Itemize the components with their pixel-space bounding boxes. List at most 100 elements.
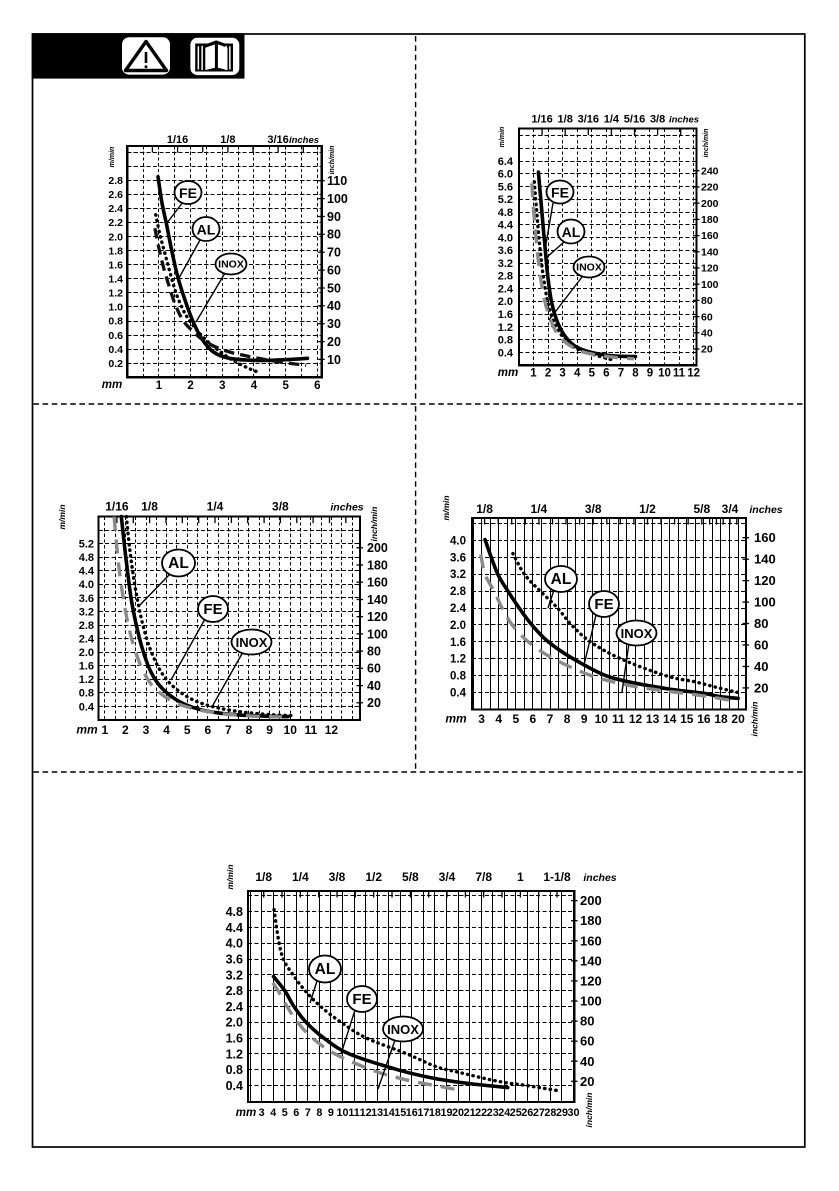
svg-text:INOX: INOX [218, 259, 244, 271]
svg-text:80: 80 [701, 295, 713, 307]
svg-text:50: 50 [327, 281, 341, 295]
svg-text:4.8: 4.8 [79, 552, 94, 564]
svg-text:2.0: 2.0 [450, 620, 466, 632]
svg-text:20: 20 [327, 335, 341, 349]
svg-text:29: 29 [556, 1107, 568, 1119]
svg-text:7: 7 [225, 723, 232, 737]
svg-text:80: 80 [754, 616, 768, 631]
svg-text:m/min: m/min [109, 147, 116, 168]
svg-text:10: 10 [327, 353, 341, 367]
svg-text:11: 11 [348, 1107, 359, 1119]
svg-text:1.6: 1.6 [79, 661, 94, 673]
svg-text:4: 4 [251, 380, 258, 392]
svg-text:0.2: 0.2 [108, 358, 123, 370]
svg-text:3: 3 [143, 723, 150, 737]
svg-text:60: 60 [701, 311, 713, 323]
svg-text:90: 90 [327, 210, 341, 224]
svg-text:1: 1 [101, 723, 108, 737]
svg-text:12: 12 [325, 723, 339, 737]
svg-text:240: 240 [701, 165, 719, 177]
svg-text:12: 12 [687, 368, 700, 380]
svg-text:0.8: 0.8 [108, 316, 123, 328]
svg-text:3/8: 3/8 [650, 114, 665, 126]
svg-text:80: 80 [580, 1014, 594, 1029]
svg-text:60: 60 [754, 638, 768, 653]
svg-text:INOX: INOX [576, 262, 602, 274]
svg-text:2.0: 2.0 [226, 1016, 243, 1030]
svg-text:9: 9 [328, 1107, 334, 1119]
svg-text:10: 10 [595, 712, 609, 726]
svg-text:19: 19 [440, 1107, 452, 1119]
svg-text:2: 2 [187, 380, 193, 392]
svg-text:6: 6 [603, 368, 609, 380]
svg-text:5: 5 [282, 1107, 288, 1119]
svg-text:120: 120 [367, 610, 388, 624]
svg-text:4: 4 [574, 368, 581, 380]
svg-text:0.6: 0.6 [108, 330, 123, 342]
svg-text:80: 80 [367, 645, 381, 659]
svg-text:inches: inches [749, 504, 782, 516]
svg-text:4.0: 4.0 [79, 579, 94, 591]
svg-text:FE: FE [203, 601, 222, 618]
svg-text:30: 30 [567, 1107, 579, 1119]
svg-text:2.4: 2.4 [108, 203, 123, 215]
svg-text:1/8: 1/8 [141, 500, 158, 514]
svg-text:1.2: 1.2 [226, 1047, 243, 1061]
svg-text:inch/min: inch/min [703, 129, 710, 158]
svg-text:4: 4 [270, 1107, 276, 1119]
svg-text:13: 13 [371, 1107, 383, 1119]
svg-text:1.2: 1.2 [450, 654, 466, 666]
svg-text:40: 40 [701, 328, 713, 340]
svg-text:80: 80 [327, 228, 341, 242]
svg-text:1.2: 1.2 [108, 288, 123, 300]
svg-text:100: 100 [367, 627, 388, 641]
svg-text:30: 30 [327, 317, 341, 331]
svg-text:120: 120 [580, 974, 602, 989]
svg-text:2.4: 2.4 [498, 284, 514, 296]
svg-text:27: 27 [533, 1107, 545, 1119]
svg-text:1.0: 1.0 [108, 302, 123, 314]
svg-text:AL: AL [562, 224, 581, 240]
svg-text:120: 120 [701, 263, 719, 275]
svg-text:20: 20 [367, 696, 381, 710]
svg-text:inches: inches [583, 872, 616, 884]
svg-text:10: 10 [658, 368, 671, 380]
svg-text:1.6: 1.6 [450, 637, 466, 649]
svg-text:20: 20 [701, 344, 713, 356]
svg-text:110: 110 [327, 174, 347, 188]
svg-text:8: 8 [632, 368, 639, 380]
svg-text:180: 180 [367, 558, 388, 572]
svg-text:7: 7 [547, 712, 554, 726]
svg-text:6: 6 [314, 380, 320, 392]
svg-text:1.2: 1.2 [79, 674, 94, 686]
svg-text:200: 200 [701, 198, 719, 210]
svg-text:180: 180 [701, 214, 719, 226]
svg-text:4.0: 4.0 [450, 535, 466, 547]
svg-text:4: 4 [163, 723, 170, 737]
svg-text:40: 40 [327, 299, 341, 313]
svg-text:4: 4 [495, 712, 502, 726]
svg-text:inch/min: inch/min [329, 146, 336, 175]
svg-text:5: 5 [512, 712, 519, 726]
svg-text:25: 25 [510, 1107, 522, 1119]
svg-text:mm: mm [445, 712, 467, 726]
svg-text:INOX: INOX [387, 1022, 419, 1037]
svg-text:70: 70 [327, 246, 341, 260]
svg-text:200: 200 [367, 541, 388, 555]
svg-text:4.4: 4.4 [498, 220, 514, 232]
svg-text:60: 60 [327, 264, 341, 278]
svg-text:11: 11 [612, 712, 625, 726]
svg-text:3.6: 3.6 [450, 552, 466, 564]
svg-text:0.4: 0.4 [226, 1079, 243, 1093]
svg-text:1: 1 [517, 870, 524, 884]
svg-text:5.6: 5.6 [498, 181, 513, 193]
svg-text:3/4: 3/4 [439, 870, 456, 884]
svg-text:1/4: 1/4 [207, 500, 224, 514]
svg-text:inch/min: inch/min [584, 1093, 594, 1128]
svg-text:2.4: 2.4 [226, 1000, 243, 1014]
svg-text:AL: AL [315, 961, 336, 978]
svg-text:1/8: 1/8 [255, 870, 272, 884]
svg-text:13: 13 [646, 712, 660, 726]
svg-text:15: 15 [680, 712, 694, 726]
svg-text:12: 12 [629, 712, 643, 726]
